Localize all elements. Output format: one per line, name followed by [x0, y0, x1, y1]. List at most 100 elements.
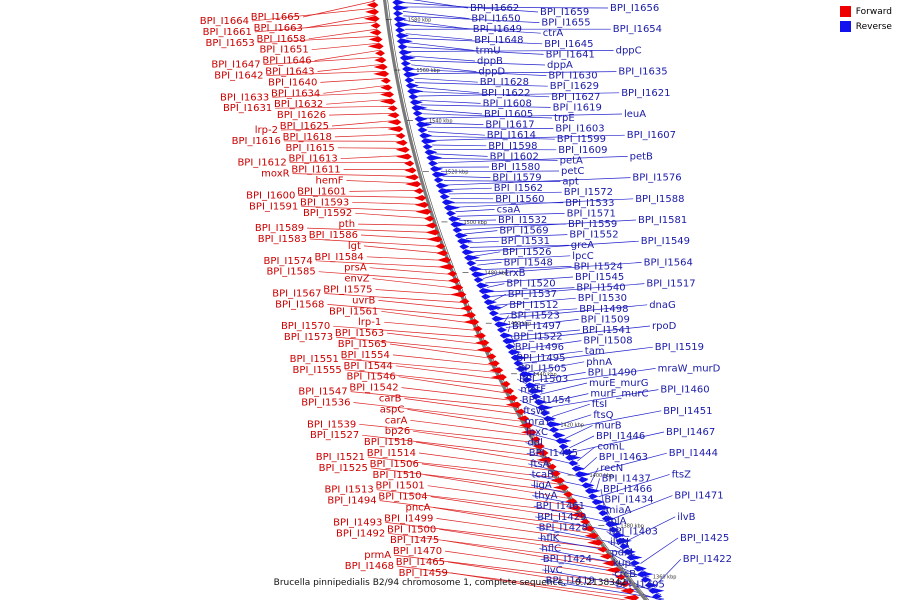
forward-feature — [567, 505, 582, 512]
forward-gene-label: BPI_I1574 — [264, 256, 313, 267]
forward-leader-line — [301, 205, 428, 212]
forward-gene-label: BPI_I1563 — [335, 328, 384, 339]
forward-leader-line — [326, 98, 392, 105]
reverse-leader-line — [445, 177, 631, 186]
forward-leader-line — [396, 565, 635, 598]
forward-feature — [475, 339, 490, 346]
axis-tick-label: 1500 kbp — [463, 220, 487, 226]
forward-leader-line — [370, 467, 568, 493]
forward-gene-label: carA — [385, 415, 408, 426]
reverse-gene-label: lpxC — [526, 427, 548, 438]
forward-feature — [490, 374, 507, 381]
forward-gene-label: BPI_I1663 — [254, 23, 303, 34]
reverse-gene-label: trxB — [505, 268, 526, 279]
reverse-feature — [571, 465, 585, 472]
forward-leader-line — [379, 500, 590, 528]
reverse-feature — [439, 193, 450, 200]
reverse-gene-label: BPI_I1519 — [655, 342, 704, 353]
reverse-gene-label: ftsA — [530, 459, 549, 470]
forward-leader-line — [378, 300, 470, 310]
forward-leader-line — [317, 63, 384, 72]
reverse-feature — [543, 415, 557, 422]
forward-feature — [425, 229, 440, 236]
reverse-leader-line — [466, 234, 568, 239]
forward-feature — [487, 360, 500, 367]
reverse-gene-label: BPI_I1424 — [543, 554, 592, 565]
forward-gene-label: envZ — [344, 274, 369, 285]
reverse-feature — [400, 60, 411, 67]
reverse-gene-label: BPI_I1445 — [529, 448, 578, 459]
reverse-feature — [441, 199, 455, 206]
forward-gene-label: BPI_I1459 — [399, 568, 448, 579]
reverse-leader-line — [428, 131, 485, 136]
forward-leader-line — [350, 391, 520, 409]
reverse-feature — [641, 576, 652, 583]
reverse-gene-label: BPI_I1645 — [544, 39, 593, 50]
reverse-feature — [478, 288, 495, 295]
forward-gene-label: BPI_I1592 — [303, 208, 352, 219]
reverse-leader-line — [535, 516, 621, 533]
reverse-feature — [608, 526, 619, 533]
forward-leader-line — [315, 260, 451, 268]
forward-feature — [395, 132, 406, 139]
reverse-gene-label: miaA — [606, 505, 632, 516]
reverse-leader-line — [519, 399, 550, 413]
reverse-feature — [428, 160, 439, 167]
forward-leader-line — [392, 354, 497, 367]
legend-item-reverse: Reverse — [839, 21, 892, 32]
reverse-gene-label: BPI_I1630 — [548, 71, 597, 82]
reverse-gene-label: BPI_I1603 — [555, 124, 604, 135]
forward-feature — [473, 332, 486, 339]
reverse-feature — [584, 487, 601, 494]
reverse-gene-label: BPI_I1621 — [621, 88, 670, 99]
reverse-feature — [408, 93, 419, 100]
reverse-feature — [588, 493, 599, 500]
reverse-leader-line — [540, 558, 650, 578]
forward-feature — [489, 367, 504, 374]
reverse-feature — [414, 115, 428, 122]
reverse-gene-label: BPI_I1635 — [618, 67, 667, 78]
forward-leader-line — [333, 325, 483, 339]
forward-feature — [449, 284, 464, 291]
reverse-feature — [473, 276, 484, 283]
forward-feature — [534, 449, 549, 456]
reverse-leader-line — [453, 198, 634, 208]
reverse-gene-label: BPI_I1537 — [508, 289, 557, 300]
forward-leader-line — [308, 28, 378, 40]
forward-feature — [520, 429, 537, 436]
reverse-leader-line — [414, 77, 478, 83]
forward-gene-label: BPI_I1475 — [390, 535, 439, 546]
forward-feature — [450, 291, 467, 298]
reverse-leader-line — [479, 266, 572, 271]
forward-gene-label: BPI_I1521 — [316, 452, 365, 463]
reverse-feature — [461, 249, 475, 256]
genome-backbone — [383, 0, 648, 600]
forward-leader-line — [257, 35, 379, 44]
reverse-gene-label: BPI_I1576 — [632, 173, 681, 184]
forward-leader-line — [254, 21, 377, 33]
forward-leader-line — [427, 485, 577, 507]
forward-feature — [500, 381, 511, 388]
reverse-leader-line — [447, 187, 492, 190]
reverse-leader-line — [499, 308, 578, 315]
axis-tick-label: 1480 kbp — [484, 271, 508, 277]
reverse-leader-line — [406, 37, 543, 45]
forward-gene-label: BPI_I1625 — [280, 121, 329, 132]
reverse-feature — [424, 149, 438, 156]
reverse-feature — [489, 310, 500, 317]
reverse-feature — [598, 510, 609, 517]
reverse-gene-label: BPI_I1609 — [558, 145, 607, 156]
reverse-gene-label: BPI_I1622 — [481, 88, 530, 99]
reverse-leader-line — [547, 389, 659, 409]
reverse-leader-line — [448, 191, 562, 195]
forward-gene-label: BPI_I1500 — [387, 524, 436, 535]
reverse-feature — [499, 332, 513, 339]
reverse-gene-label: dppA — [547, 60, 573, 71]
forward-gene-label: BPI_I1551 — [290, 354, 339, 365]
axis-tick-label: 1380 kbp — [620, 524, 644, 530]
reverse-feature — [591, 498, 605, 505]
reverse-leader-line — [416, 86, 480, 94]
reverse-gene-label: BPI_I1520 — [506, 279, 555, 290]
forward-gene-label: BPI_I1631 — [223, 103, 272, 114]
reverse-gene-label: tam — [585, 346, 605, 357]
